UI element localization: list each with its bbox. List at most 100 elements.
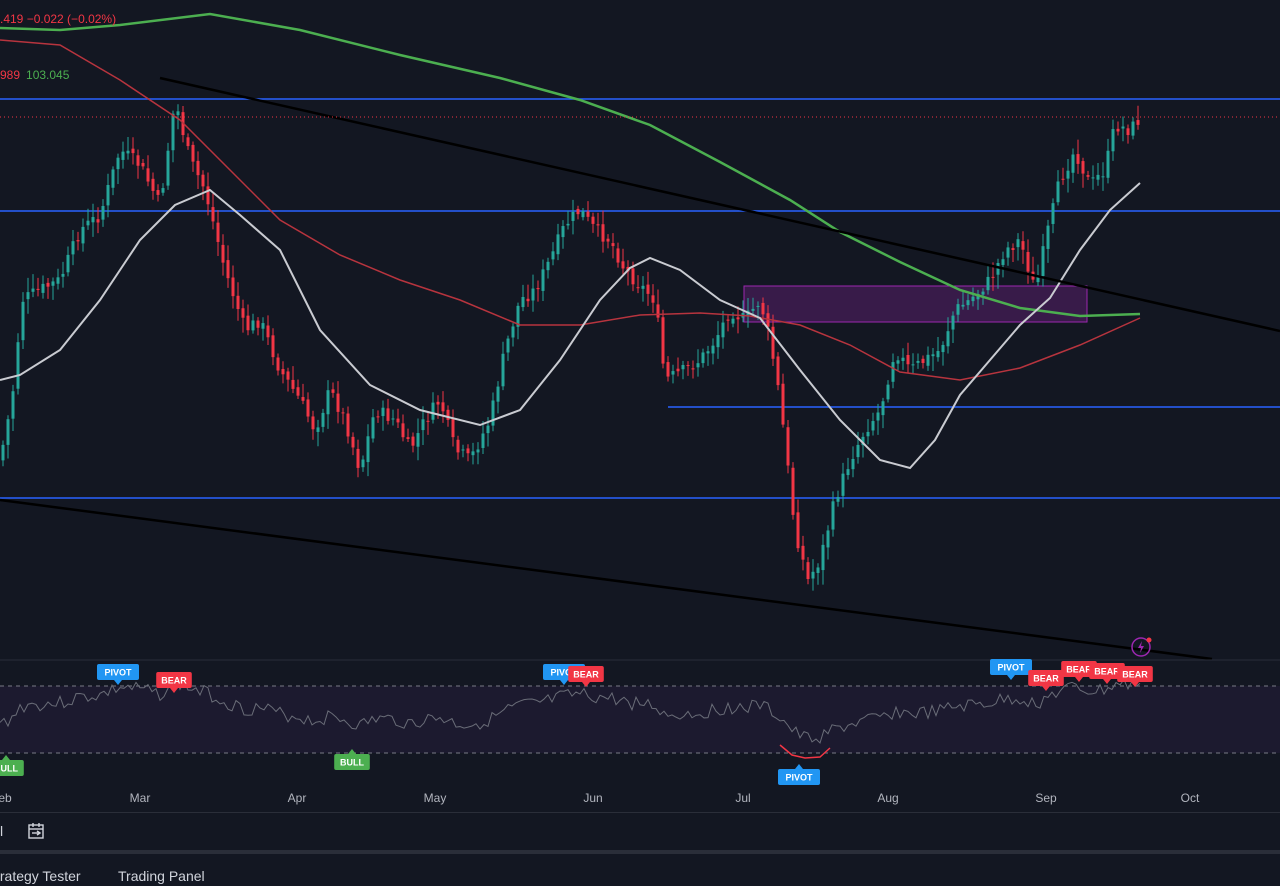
candle: [886, 380, 890, 403]
candle: [391, 409, 395, 426]
candle-body: [26, 292, 30, 300]
tab-trading-panel[interactable]: Trading Panel: [118, 868, 205, 884]
tab-strategy-tester[interactable]: trategy Tester: [0, 868, 81, 884]
candle-body: [971, 296, 975, 302]
candle: [136, 149, 140, 179]
candle-body: [906, 355, 910, 365]
candle: [551, 242, 555, 266]
candle: [441, 391, 445, 423]
candle-body: [791, 467, 795, 515]
candle: [351, 432, 355, 456]
candle-body: [781, 383, 785, 425]
signal-text: PIVOT: [785, 773, 813, 783]
candle-body: [556, 234, 560, 255]
candle: [286, 367, 290, 392]
candle-body: [1096, 174, 1100, 180]
candle-body: [466, 448, 470, 454]
candle: [636, 275, 640, 294]
candle-body: [871, 421, 875, 431]
signal-bull-label: BULL: [334, 749, 370, 770]
signal-bear-label: BEAR: [1061, 661, 1097, 682]
candle: [821, 534, 825, 585]
signal-pointer: [1131, 682, 1139, 687]
oscillator-band: [0, 686, 1280, 753]
signal-pivot-label: PIVOT: [97, 664, 139, 685]
candles: [1, 104, 1140, 591]
candle: [806, 557, 810, 585]
candle-body: [311, 416, 315, 430]
candle-body: [576, 208, 580, 215]
candle-body: [161, 188, 165, 193]
candle-body: [271, 335, 275, 358]
candle: [986, 265, 990, 295]
candle: [701, 348, 705, 368]
candle: [96, 207, 100, 234]
candle-body: [966, 300, 970, 306]
candle-body: [296, 387, 300, 396]
candle-body: [436, 401, 440, 405]
candle: [401, 414, 405, 442]
signal-pointer: [348, 749, 356, 754]
candle-body: [726, 319, 730, 321]
candle: [251, 313, 255, 334]
candle-body: [1061, 178, 1065, 180]
candle-body: [731, 318, 735, 324]
candle: [131, 137, 135, 165]
sma-mid-line: [0, 39, 1141, 381]
signal-pointer: [114, 680, 122, 685]
signal-bull-label: BULL: [0, 755, 24, 776]
candle: [81, 218, 85, 252]
candle-body: [446, 409, 450, 420]
candle: [1116, 121, 1120, 136]
candle: [231, 265, 235, 309]
x-tick-label: Sep: [1035, 791, 1057, 805]
candle-body: [896, 360, 900, 364]
candle: [956, 298, 960, 322]
candle-body: [201, 174, 205, 187]
candle-body: [1071, 154, 1075, 173]
alert-icon[interactable]: [1131, 637, 1152, 657]
candle-body: [661, 317, 665, 364]
candle: [301, 383, 305, 405]
candle: [221, 234, 225, 276]
signal-box: [1028, 670, 1064, 686]
candle-body: [931, 354, 935, 357]
candle: [571, 199, 575, 235]
calendar-icon[interactable]: [27, 822, 45, 840]
candle: [1091, 165, 1095, 190]
x-tick-label: eb: [0, 791, 12, 805]
candle-body: [326, 390, 330, 415]
candle-body: [421, 419, 425, 431]
candle-body: [501, 353, 505, 387]
candle: [1081, 157, 1085, 188]
signal-bear-label: BEAR: [1028, 670, 1064, 691]
candle: [331, 382, 335, 398]
candle-body: [111, 169, 115, 188]
candle-body: [156, 190, 160, 195]
candle: [241, 299, 245, 333]
candle-body: [841, 473, 845, 496]
candle-body: [666, 362, 670, 377]
candle-body: [71, 241, 75, 255]
candle: [346, 406, 350, 444]
candle-body: [471, 451, 475, 456]
candle: [946, 317, 950, 354]
candle-body: [456, 439, 460, 453]
candle-body: [106, 185, 110, 206]
candle: [161, 183, 165, 196]
candle: [951, 311, 955, 344]
candle: [1011, 243, 1015, 263]
candle-body: [641, 285, 645, 289]
candle-body: [206, 186, 210, 205]
candle: [576, 205, 580, 220]
signal-pointer: [795, 764, 803, 769]
candle: [816, 563, 820, 585]
candle: [376, 410, 380, 423]
candle: [876, 403, 880, 435]
candle-body: [491, 400, 495, 426]
candle-body: [406, 437, 410, 440]
candle: [761, 297, 765, 325]
price-chart[interactable]: BULLPIVOTBEARBULLPIVOTBEARPIVOTPIVOTBEAR…: [0, 0, 1280, 812]
supply-zone[interactable]: [743, 285, 1088, 323]
